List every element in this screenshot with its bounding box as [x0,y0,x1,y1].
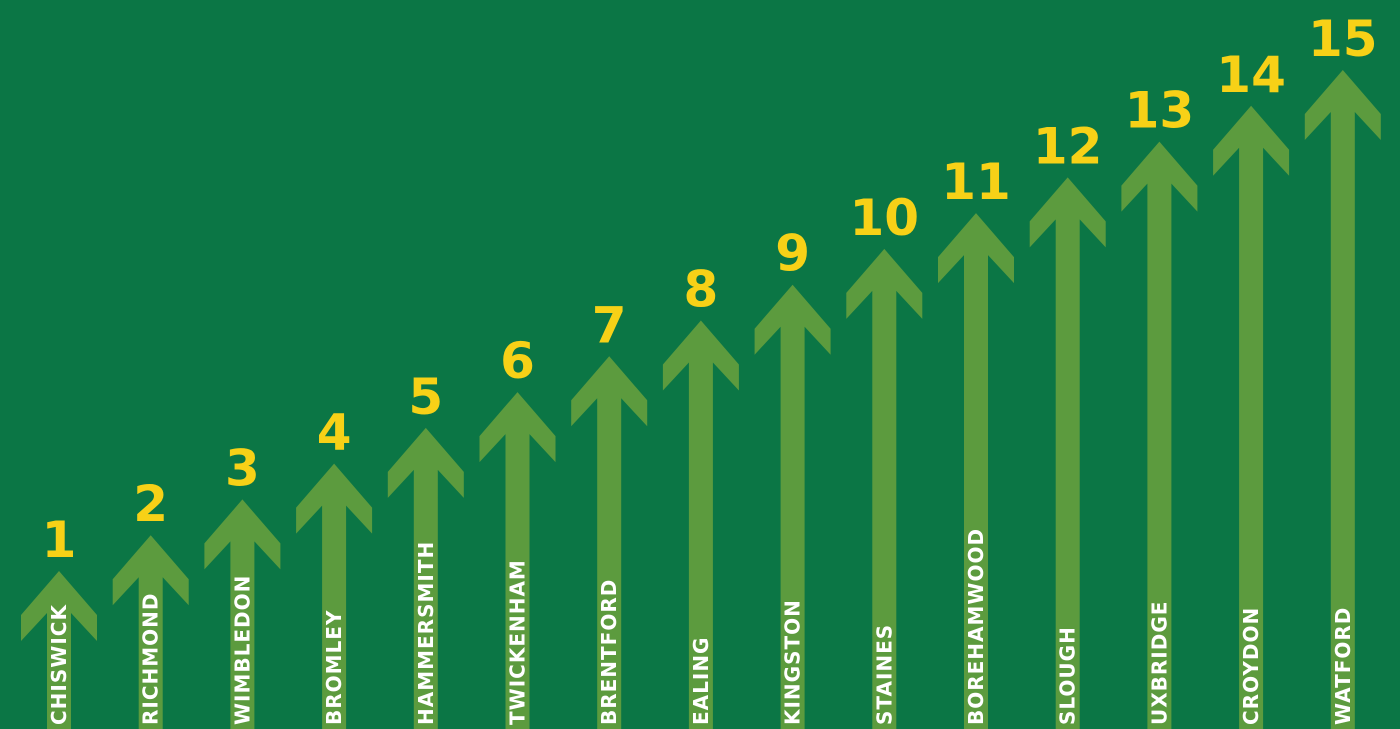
rank-label: 15 [1308,10,1378,68]
rank-label: 6 [500,332,535,390]
arrow-bar-wimbledon [204,499,281,729]
arrow-bar-kingston [754,284,831,729]
arrow-bar-croydon [1213,105,1290,729]
rank-label: 9 [775,225,810,283]
arrow-bar-watford [1304,70,1381,729]
rank-label: 12 [1033,117,1103,175]
chart-marks: 1 CHISWICK 2 RICHMOND 3 WIMBLEDON 4 BROMLEY 5 HAM… [21,10,1381,729]
category-label: KINGSTON [781,599,805,725]
arrow-bar-staines [846,248,923,729]
category-label: BROMLEY [322,610,346,725]
arrow-bar-richmond [112,535,189,729]
rank-label: 5 [408,368,443,426]
rank-label: 2 [133,475,168,533]
category-label: EALING [689,637,713,725]
rank-label: 7 [592,296,627,354]
rank-label: 14 [1216,46,1286,104]
category-label: WIMBLEDON [230,575,254,725]
rank-label: 4 [317,404,352,462]
category-label: RICHMOND [139,592,163,725]
category-label: WATFORD [1331,607,1355,725]
category-label: UXBRIDGE [1147,601,1171,725]
arrow-bar-ealing [662,320,739,729]
arrow-bar-uxbridge [1121,141,1198,729]
arrow-bar-chiswick [21,571,97,729]
category-label: BRENTFORD [597,579,621,725]
rank-label: 1 [42,511,77,569]
category-label: HAMMERSMITH [414,541,438,725]
rank-label: 13 [1125,82,1195,140]
category-label: STAINES [872,624,896,725]
category-label: TWICKENHAM [506,559,530,725]
arrow-bar-borehamwood [938,213,1014,729]
rank-label: 8 [684,261,719,319]
rank-label: 3 [225,439,260,497]
category-label: CHISWICK [47,604,71,725]
category-label: SLOUGH [1056,626,1080,725]
arrow-bar-brentford [571,356,648,729]
arrow-bar-hammersmith [387,427,464,729]
rank-label: 11 [941,153,1011,211]
category-label: CROYDON [1239,607,1263,725]
category-label: BOREHAMWOOD [964,528,988,725]
rank-label: 10 [850,189,920,247]
arrow-bar-bromley [296,463,373,729]
arrow-bar-twickenham [479,392,556,729]
arrow-bar-slough [1029,177,1106,729]
